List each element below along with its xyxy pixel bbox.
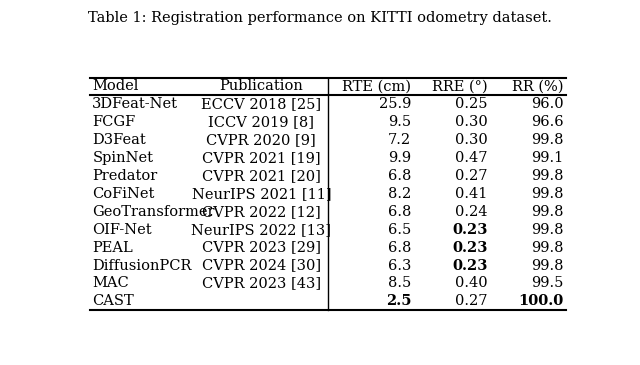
Text: GeoTransformer: GeoTransformer — [92, 205, 215, 219]
Text: 2.5: 2.5 — [386, 294, 412, 308]
Text: PEAL: PEAL — [92, 241, 133, 255]
Text: CAST: CAST — [92, 294, 134, 308]
Text: 8.2: 8.2 — [388, 187, 412, 201]
Text: 6.5: 6.5 — [388, 223, 412, 237]
Text: 0.30: 0.30 — [455, 133, 488, 147]
Text: 99.8: 99.8 — [531, 187, 564, 201]
Text: 9.5: 9.5 — [388, 115, 412, 129]
Text: ICCV 2019 [8]: ICCV 2019 [8] — [209, 115, 314, 129]
Text: RRE (°): RRE (°) — [432, 80, 488, 93]
Text: Table 1: Registration performance on KITTI odometry dataset.: Table 1: Registration performance on KIT… — [88, 11, 552, 25]
Text: 0.30: 0.30 — [455, 115, 488, 129]
Text: 0.23: 0.23 — [452, 258, 488, 273]
Text: 99.8: 99.8 — [531, 133, 564, 147]
Text: 96.6: 96.6 — [531, 115, 564, 129]
Text: D3Feat: D3Feat — [92, 133, 146, 147]
Text: Publication: Publication — [220, 80, 303, 93]
Text: 99.8: 99.8 — [531, 205, 564, 219]
Text: 7.2: 7.2 — [388, 133, 412, 147]
Text: 0.41: 0.41 — [455, 187, 488, 201]
Text: ECCV 2018 [25]: ECCV 2018 [25] — [201, 97, 321, 111]
Text: RR (%): RR (%) — [512, 80, 564, 93]
Text: 6.3: 6.3 — [388, 258, 412, 273]
Text: SpinNet: SpinNet — [92, 151, 154, 165]
Text: CVPR 2021 [19]: CVPR 2021 [19] — [202, 151, 321, 165]
Text: DiffusionPCR: DiffusionPCR — [92, 258, 191, 273]
Text: 0.23: 0.23 — [452, 223, 488, 237]
Text: Model: Model — [92, 80, 139, 93]
Text: 0.27: 0.27 — [455, 169, 488, 183]
Text: 25.9: 25.9 — [379, 97, 412, 111]
Text: 0.40: 0.40 — [455, 276, 488, 291]
Text: FCGF: FCGF — [92, 115, 136, 129]
Text: 99.8: 99.8 — [531, 241, 564, 255]
Text: 99.5: 99.5 — [531, 276, 564, 291]
Text: CVPR 2022 [12]: CVPR 2022 [12] — [202, 205, 321, 219]
Text: 0.25: 0.25 — [455, 97, 488, 111]
Text: CVPR 2023 [29]: CVPR 2023 [29] — [202, 241, 321, 255]
Text: Predator: Predator — [92, 169, 157, 183]
Text: 0.27: 0.27 — [455, 294, 488, 308]
Text: 8.5: 8.5 — [388, 276, 412, 291]
Text: OIF-Net: OIF-Net — [92, 223, 152, 237]
Text: 6.8: 6.8 — [388, 241, 412, 255]
Text: 99.8: 99.8 — [531, 169, 564, 183]
Text: 96.0: 96.0 — [531, 97, 564, 111]
Text: 99.8: 99.8 — [531, 223, 564, 237]
Text: 6.8: 6.8 — [388, 169, 412, 183]
Text: 3DFeat-Net: 3DFeat-Net — [92, 97, 179, 111]
Text: NeurIPS 2022 [13]: NeurIPS 2022 [13] — [191, 223, 332, 237]
Text: CVPR 2021 [20]: CVPR 2021 [20] — [202, 169, 321, 183]
Text: CVPR 2020 [9]: CVPR 2020 [9] — [207, 133, 316, 147]
Text: 99.8: 99.8 — [531, 258, 564, 273]
Text: NeurIPS 2021 [11]: NeurIPS 2021 [11] — [191, 187, 331, 201]
Text: CVPR 2024 [30]: CVPR 2024 [30] — [202, 258, 321, 273]
Text: 9.9: 9.9 — [388, 151, 412, 165]
Text: RTE (cm): RTE (cm) — [342, 80, 412, 93]
Text: CVPR 2023 [43]: CVPR 2023 [43] — [202, 276, 321, 291]
Text: CoFiNet: CoFiNet — [92, 187, 155, 201]
Text: 99.1: 99.1 — [531, 151, 564, 165]
Text: 6.8: 6.8 — [388, 205, 412, 219]
Text: 0.24: 0.24 — [455, 205, 488, 219]
Text: 0.23: 0.23 — [452, 241, 488, 255]
Text: MAC: MAC — [92, 276, 129, 291]
Text: 100.0: 100.0 — [518, 294, 564, 308]
Text: 0.47: 0.47 — [455, 151, 488, 165]
